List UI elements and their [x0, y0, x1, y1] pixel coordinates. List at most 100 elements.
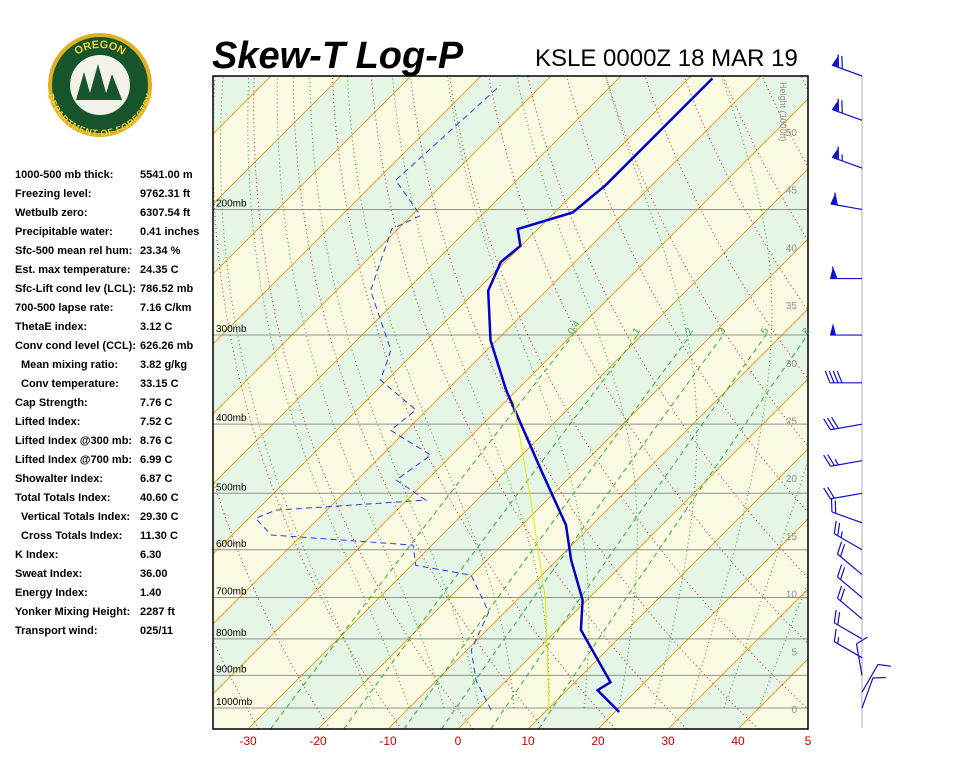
barb-staff [833, 533, 863, 551]
height-tick-label: 45 [786, 186, 798, 197]
stat-label: 1000-500 mb thick: [15, 169, 114, 181]
y-tick-label: 400mb [216, 413, 247, 424]
isotherm [667, 588, 808, 729]
barb-staff [831, 108, 863, 121]
barb-staff [831, 64, 863, 77]
height-tick-label: 5 [791, 647, 797, 658]
stat-label: Freezing level: [15, 188, 92, 200]
isotherm [213, 76, 342, 205]
mixing-ratio-line [440, 334, 724, 729]
barb-feather [856, 636, 868, 645]
sounding-line [254, 85, 501, 711]
mixing-ratio-label: 3 [716, 326, 729, 337]
moist-adiabat [447, 76, 590, 709]
mixing-ratio-line [490, 334, 767, 729]
height-tick-label: 30 [786, 359, 798, 370]
stat-label: Transport wind: [15, 625, 98, 637]
stat-label: K Index: [15, 549, 59, 561]
temperature-band [213, 99, 808, 729]
mixing-ratio-line [269, 334, 574, 729]
dry-adiabat [950, 64, 960, 729]
mixing-ratio-label: 8 [801, 326, 814, 337]
stat-value: 36.00 [140, 568, 168, 580]
x-tick-label: -20 [309, 734, 327, 748]
stat-value: 6.99 C [140, 454, 173, 466]
barb-feather [823, 454, 831, 467]
barb-feather [839, 567, 846, 580]
barb-feather [832, 370, 839, 384]
moist-adiabat [347, 76, 515, 709]
barb-flag [831, 99, 839, 112]
barb-feather [833, 520, 837, 534]
stat-label: Cross Totals Index: [21, 530, 123, 542]
stat-label: ThetaE index: [15, 321, 88, 333]
barb-staff [830, 423, 863, 431]
height-axis-label: Height (1000ft) [778, 82, 788, 142]
barb-staff [833, 641, 863, 659]
stat-value: 7.76 C [140, 397, 173, 409]
barb-staff [837, 576, 863, 599]
mixing-ratio-label: 5 [759, 326, 772, 337]
moist-adiabat [392, 76, 550, 708]
stat-value: 29.30 C [140, 511, 179, 523]
stat-label: Yonker Mixing Height: [15, 606, 131, 618]
barb-staff [831, 511, 863, 524]
barb-feather [836, 370, 843, 384]
moist-adiabat [758, 581, 808, 709]
stat-label: Sfc-500 mean rel hum: [15, 245, 133, 257]
barb-feather [833, 610, 837, 623]
mixing-ratio-line [403, 334, 691, 729]
y-tick-label: 500mb [216, 482, 247, 493]
x-tick-label: 40 [731, 734, 745, 748]
dry-adiabat [213, 639, 260, 729]
x-tick-label: 20 [591, 734, 605, 748]
stat-value: 6307.54 ft [140, 207, 191, 219]
x-tick-label: -10 [379, 734, 397, 748]
barb-feather [837, 637, 840, 644]
height-tick-label: 40 [786, 243, 798, 254]
moist-adiabat [219, 76, 375, 709]
barb-feather [833, 628, 837, 642]
barb-staff [833, 622, 863, 640]
sounding-line [486, 77, 714, 713]
stat-value: 786.52 mb [140, 283, 194, 295]
dry-adiabat [292, 76, 545, 729]
mixing-ratio-line [538, 334, 808, 729]
barb-staff [830, 203, 863, 211]
dry-adiabat [911, 64, 960, 729]
barb-feather [837, 612, 841, 625]
wind-barb [823, 486, 863, 500]
dry-adiabat [213, 76, 402, 729]
stat-label: Vertical Totals Index: [21, 511, 131, 523]
temperature-band [878, 76, 960, 729]
barb-feather [839, 544, 846, 557]
barb-staff [830, 492, 863, 500]
stat-value: 6.87 C [140, 473, 173, 485]
temperature-band [808, 76, 960, 729]
barb-staff [855, 643, 863, 676]
wind-barb [830, 192, 863, 211]
dry-adiabat [527, 76, 808, 579]
x-tick-label: 5 [805, 734, 812, 748]
stat-value: 7.16 C/km [140, 302, 192, 314]
x-tick-label: 30 [661, 734, 675, 748]
stat-label: Total Totals Index: [15, 492, 111, 504]
stat-value: 9762.31 ft [140, 188, 191, 200]
wind-barb [823, 417, 863, 431]
logo: OREGON DEPARTMENT OF FORESTRY [45, 33, 155, 139]
stat-label: Wetbulb zero: [15, 207, 88, 219]
wind-barb [833, 610, 863, 640]
barb-feather [877, 663, 891, 667]
title: Skew-T Log-P [212, 35, 464, 77]
x-tick-label: 10 [521, 734, 535, 748]
logo-trees [76, 64, 122, 100]
x-tick-label: 0 [455, 734, 462, 748]
barb-feather [824, 370, 831, 384]
wind-barb [831, 146, 863, 169]
stat-label: Energy Index: [15, 587, 88, 599]
isotherm [597, 518, 808, 729]
barb-feather [828, 370, 835, 384]
barb-feather [836, 585, 843, 599]
stat-value: 3.12 C [140, 321, 173, 333]
